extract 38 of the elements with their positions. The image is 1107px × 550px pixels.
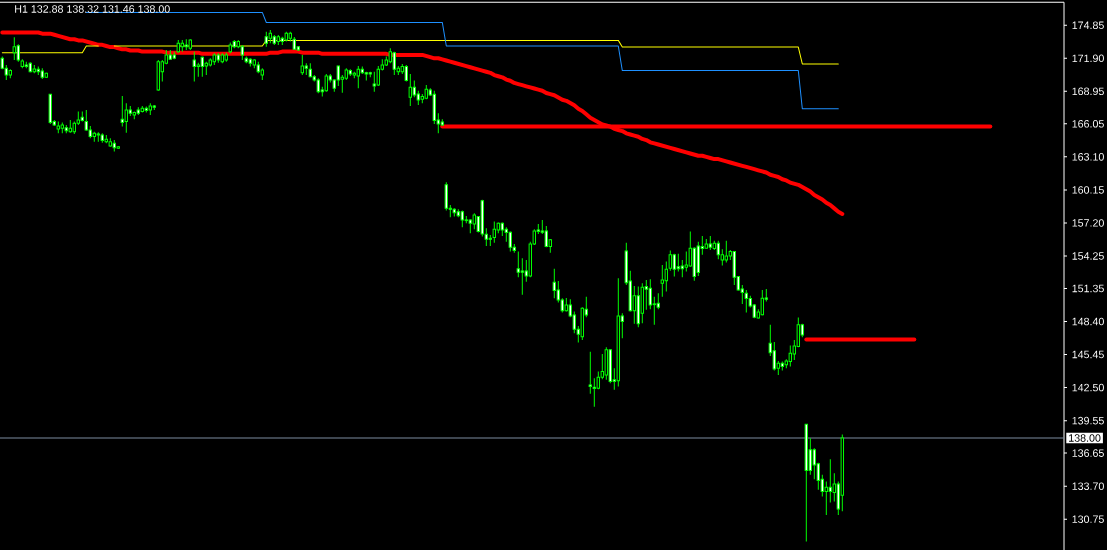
y-tick-label: 160.15 <box>1072 186 1104 194</box>
candlestick <box>300 54 304 76</box>
y-tick-label: 151.35 <box>1072 284 1104 293</box>
y-tick-label: 130.75 <box>1072 515 1104 523</box>
candlestick <box>828 458 833 504</box>
candlestick <box>356 65 360 89</box>
candlestick <box>336 65 340 87</box>
candlestick <box>684 251 689 273</box>
candlestick <box>520 257 525 296</box>
chart-title: H1 132.88 138.32 131.46 138.00 <box>15 5 170 13</box>
y-tick-label: 168.95 <box>1072 87 1104 96</box>
candlestick <box>588 351 593 395</box>
candlestick <box>648 278 653 310</box>
candlestick <box>788 345 793 368</box>
y-tick-label: 163.10 <box>1072 153 1104 161</box>
candlestick <box>12 36 16 61</box>
y-tick-label: 174.85 <box>1072 21 1104 30</box>
candlestick <box>660 264 665 298</box>
y-tick-label: 148.40 <box>1072 317 1104 326</box>
y-tick-label: 171.90 <box>1072 54 1104 63</box>
y-tick-label: 166.05 <box>1072 120 1104 128</box>
candlestick <box>812 447 817 480</box>
candlestick <box>192 51 196 83</box>
y-tick-label: 133.70 <box>1072 482 1104 490</box>
y-tick-label: 139.55 <box>1072 416 1104 425</box>
candlestick <box>444 181 448 212</box>
candlestick <box>120 95 124 128</box>
y-tick-label: 157.20 <box>1072 219 1104 227</box>
ref-line-label: 138.00 <box>1069 434 1101 442</box>
y-tick-label: 154.25 <box>1072 252 1104 260</box>
y-tick-label: 145.45 <box>1072 350 1104 359</box>
y-tick-label: 142.50 <box>1072 383 1104 392</box>
candlestick <box>824 481 829 516</box>
candlestick <box>552 268 557 299</box>
y-tick-label: 136.65 <box>1072 449 1104 457</box>
candlestick <box>716 240 721 260</box>
candlestick <box>372 71 377 93</box>
candlestick <box>516 251 521 278</box>
